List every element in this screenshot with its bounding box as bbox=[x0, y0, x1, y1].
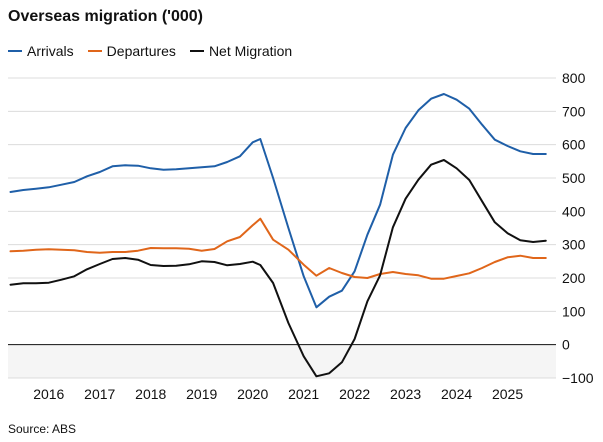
y-tick-label: 800 bbox=[562, 70, 586, 86]
series-line-arrivals bbox=[9, 93, 547, 309]
y-tick-label: 600 bbox=[562, 137, 586, 153]
y-tick-label: −100 bbox=[562, 370, 594, 386]
legend-swatch-arrivals bbox=[8, 50, 22, 52]
y-tick-label: 300 bbox=[562, 237, 586, 253]
legend-label-arrivals: Arrivals bbox=[27, 43, 74, 59]
x-tick-label-layer: 2016 2017 2018 2019 2020 2021 2022 2023 2024 2025 bbox=[33, 386, 523, 402]
y-tick-label: 200 bbox=[562, 270, 586, 286]
x-tick-label: 2019 bbox=[186, 386, 217, 402]
x-tick-label: 2017 bbox=[84, 386, 115, 402]
x-tick-label: 2018 bbox=[135, 386, 166, 402]
legend-label-departures: Departures bbox=[106, 43, 176, 59]
y-tick-label: 700 bbox=[562, 103, 586, 119]
series-line-departures bbox=[9, 217, 547, 280]
y-tick-label: 100 bbox=[562, 303, 586, 319]
y-tick-label: 500 bbox=[562, 170, 586, 186]
legend-swatch-net-migration bbox=[189, 50, 204, 52]
x-tick-label: 2023 bbox=[390, 386, 421, 402]
series-layer bbox=[9, 93, 547, 378]
y-tick-label-layer: −100 0 100 200 300 400 500 600 700 800 bbox=[562, 70, 594, 386]
chart-title: Overseas migration ('000) bbox=[8, 8, 203, 25]
legend-item-arrivals: Arrivals bbox=[8, 42, 74, 60]
legend-label-net-migration: Net Migration bbox=[208, 43, 293, 59]
x-tick-label: 2024 bbox=[441, 386, 472, 402]
legend-item-net-migration: Net Migration bbox=[189, 42, 293, 60]
x-tick-label: 2021 bbox=[288, 386, 319, 402]
x-tick-label: 2025 bbox=[492, 386, 523, 402]
x-tick-label: 2016 bbox=[33, 386, 64, 402]
series-line-net-migration bbox=[9, 159, 547, 378]
x-tick-label: 2020 bbox=[237, 386, 268, 402]
legend-item-departures: Departures bbox=[87, 42, 176, 60]
legend: Arrivals Departures Net Migration bbox=[8, 42, 306, 60]
negative-region-band bbox=[8, 344, 556, 378]
y-tick-label: 400 bbox=[562, 203, 586, 219]
gridline-layer bbox=[8, 77, 556, 379]
negative-band-layer bbox=[8, 344, 556, 378]
y-tick-label: 0 bbox=[562, 337, 570, 353]
source-note: Source: ABS bbox=[8, 422, 77, 436]
x-tick-label: 2022 bbox=[339, 386, 370, 402]
legend-swatch-departures bbox=[87, 50, 102, 52]
